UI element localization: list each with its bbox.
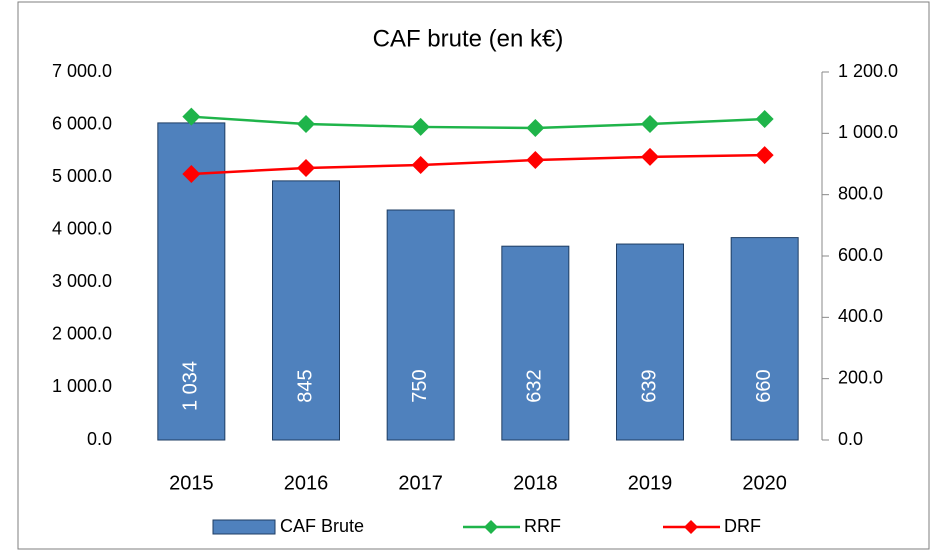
marker [182, 164, 201, 183]
y2-tick-label: 200.0 [838, 367, 883, 387]
marker [411, 156, 430, 175]
y-tick-label: 6 000.0 [52, 113, 112, 133]
bar [501, 245, 570, 441]
y2-tick-label: 400.0 [838, 306, 883, 326]
y-tick-label: 7 000.0 [52, 61, 112, 81]
y-tick-label: 4 000.0 [52, 218, 112, 238]
marker [297, 158, 315, 177]
legend-marker [484, 520, 498, 534]
x-tick-label: 2019 [628, 472, 673, 494]
y-tick-label: 3 000.0 [52, 271, 112, 291]
legend-label: RRF [524, 516, 561, 536]
marker [411, 117, 430, 136]
y-tick-label: 2 000.0 [52, 324, 112, 344]
y2-tick-label: 1 200.0 [838, 61, 898, 81]
x-tick-label: 2020 [742, 472, 787, 494]
data-label: 750 [409, 369, 431, 402]
marker [526, 151, 545, 170]
x-tick-label: 2018 [513, 472, 558, 494]
legend-swatch [212, 519, 276, 535]
line [191, 115, 765, 130]
data-label: 660 [753, 369, 775, 402]
y-tick-label: 5 000.0 [52, 166, 112, 186]
y2-tick-label: 800.0 [838, 183, 883, 203]
data-label: 632 [524, 369, 546, 402]
data-label: 845 [294, 369, 316, 402]
line [191, 153, 765, 176]
bar [616, 243, 684, 441]
data-label: 1 034 [180, 361, 202, 411]
marker [526, 118, 545, 137]
legend-marker [684, 520, 698, 534]
marker [182, 107, 201, 126]
marker [297, 115, 315, 134]
y-tick-label: 1 000.0 [52, 376, 112, 396]
x-tick-label: 2016 [284, 472, 329, 494]
x-tick-label: 2017 [398, 472, 443, 494]
legend-label: CAF Brute [280, 516, 364, 536]
bar [386, 209, 455, 441]
marker [641, 147, 659, 166]
marker [641, 115, 659, 134]
bar [272, 180, 340, 441]
y2-tick-label: 600.0 [838, 245, 883, 265]
chart-title: CAF brute (en k€) [373, 25, 564, 52]
x-tick-label: 2015 [169, 472, 214, 494]
data-label: 639 [638, 369, 660, 402]
y-tick-label: 0.0 [87, 429, 112, 449]
legend-label: DRF [724, 516, 761, 536]
bar [730, 237, 799, 441]
y2-tick-label: 1 000.0 [838, 122, 898, 142]
marker [755, 110, 774, 129]
marker [755, 146, 774, 165]
y2-tick-label: 0.0 [838, 429, 863, 449]
